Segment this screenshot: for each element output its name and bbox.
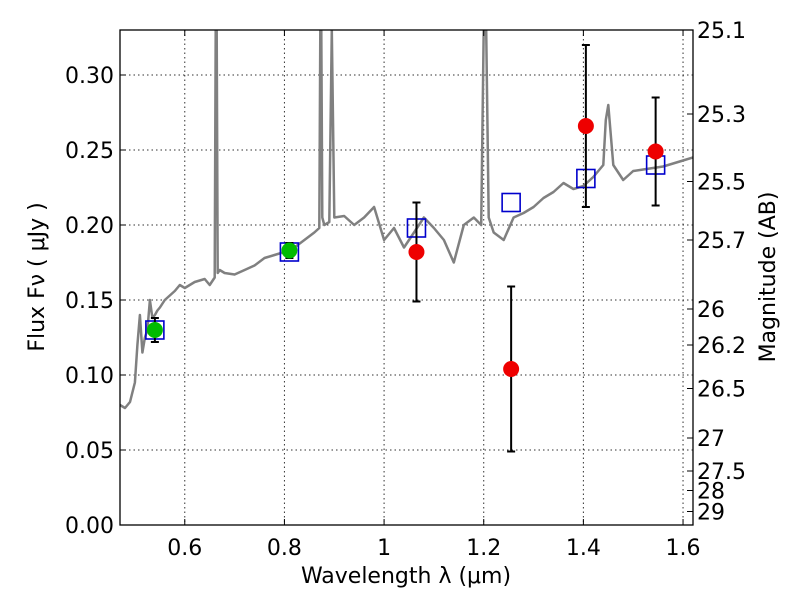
y-tick-label: 0.00 [65, 514, 114, 539]
observed-point [408, 244, 425, 260]
y-tick-label: 0.15 [65, 289, 114, 314]
x-tick-label: 1.2 [466, 536, 501, 561]
y2-tick-label: 29 [697, 501, 725, 526]
axis-ticks: 0.6 0.8 1 1.2 1.4 1.6 0.00 0.05 0.10 0.15 0.20 0.25… [65, 19, 746, 561]
y2-axis-label: Magnitude (AB) [756, 192, 781, 363]
y2-tick-label: 26 [697, 298, 725, 323]
x-tick-label: 0.8 [267, 536, 302, 561]
y-tick-label: 0.30 [65, 64, 114, 89]
observed-point [281, 242, 298, 259]
x-tick-label: 1.4 [566, 536, 601, 561]
y-tick-label: 0.25 [65, 139, 114, 164]
y2-tick-label: 26.5 [697, 378, 746, 403]
x-tick-label: 1 [377, 536, 391, 561]
observed-point [647, 143, 664, 160]
y-tick-label: 0.20 [65, 214, 114, 239]
y-tick-label: 0.10 [65, 364, 114, 389]
spectrum-line [120, 30, 693, 410]
plot-frame [119, 29, 694, 526]
y2-tick-label: 27.5 [697, 460, 746, 485]
x-tick-label: 1.6 [666, 536, 701, 561]
y2-tick-label: 27 [697, 427, 725, 452]
grid-lines [120, 30, 693, 526]
y2-tick-label: 28 [697, 480, 725, 505]
y2-tick-label: 25.5 [697, 171, 746, 196]
y2-tick-label: 25.7 [697, 229, 746, 254]
observed-point [503, 361, 520, 377]
y-tick-label: 0.05 [65, 439, 114, 464]
x-tick-label: 0.6 [167, 536, 202, 561]
y-axis-label: Flux Fν ( μJy ) [25, 202, 50, 351]
y2-tick-label: 26.2 [697, 334, 746, 359]
observed-point [146, 322, 163, 338]
data-series [120, 30, 693, 453]
y2-tick-label: 25.1 [697, 19, 746, 44]
y2-tick-label: 25.3 [697, 103, 746, 128]
observed-point [577, 118, 594, 134]
model-photometry-square [501, 192, 521, 213]
x-axis-label: Wavelength λ (μm) [301, 564, 511, 589]
